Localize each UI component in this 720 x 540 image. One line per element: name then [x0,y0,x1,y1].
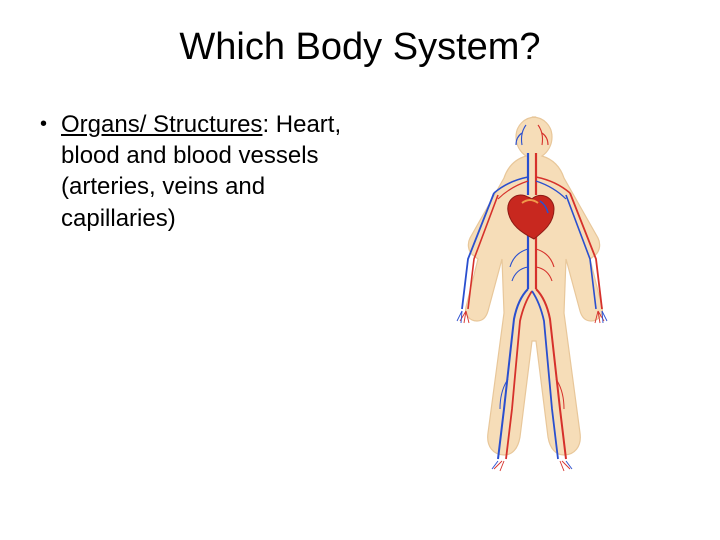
content-row: • Organs/ Structures: Heart, blood and b… [40,109,680,489]
bullet-item: • Organs/ Structures: Heart, blood and b… [40,109,360,234]
slide: Which Body System? • Organs/ Structures:… [0,0,720,540]
circulatory-figure [384,109,680,489]
bullet-text: Organs/ Structures: Heart, blood and blo… [61,109,360,234]
bullet-marker: • [40,109,47,139]
body-silhouette [466,117,603,455]
bullet-block: • Organs/ Structures: Heart, blood and b… [40,109,360,234]
bullet-heading: Organs/ Structures [61,111,262,138]
human-body-svg [432,109,632,489]
slide-title: Which Body System? [40,26,680,69]
